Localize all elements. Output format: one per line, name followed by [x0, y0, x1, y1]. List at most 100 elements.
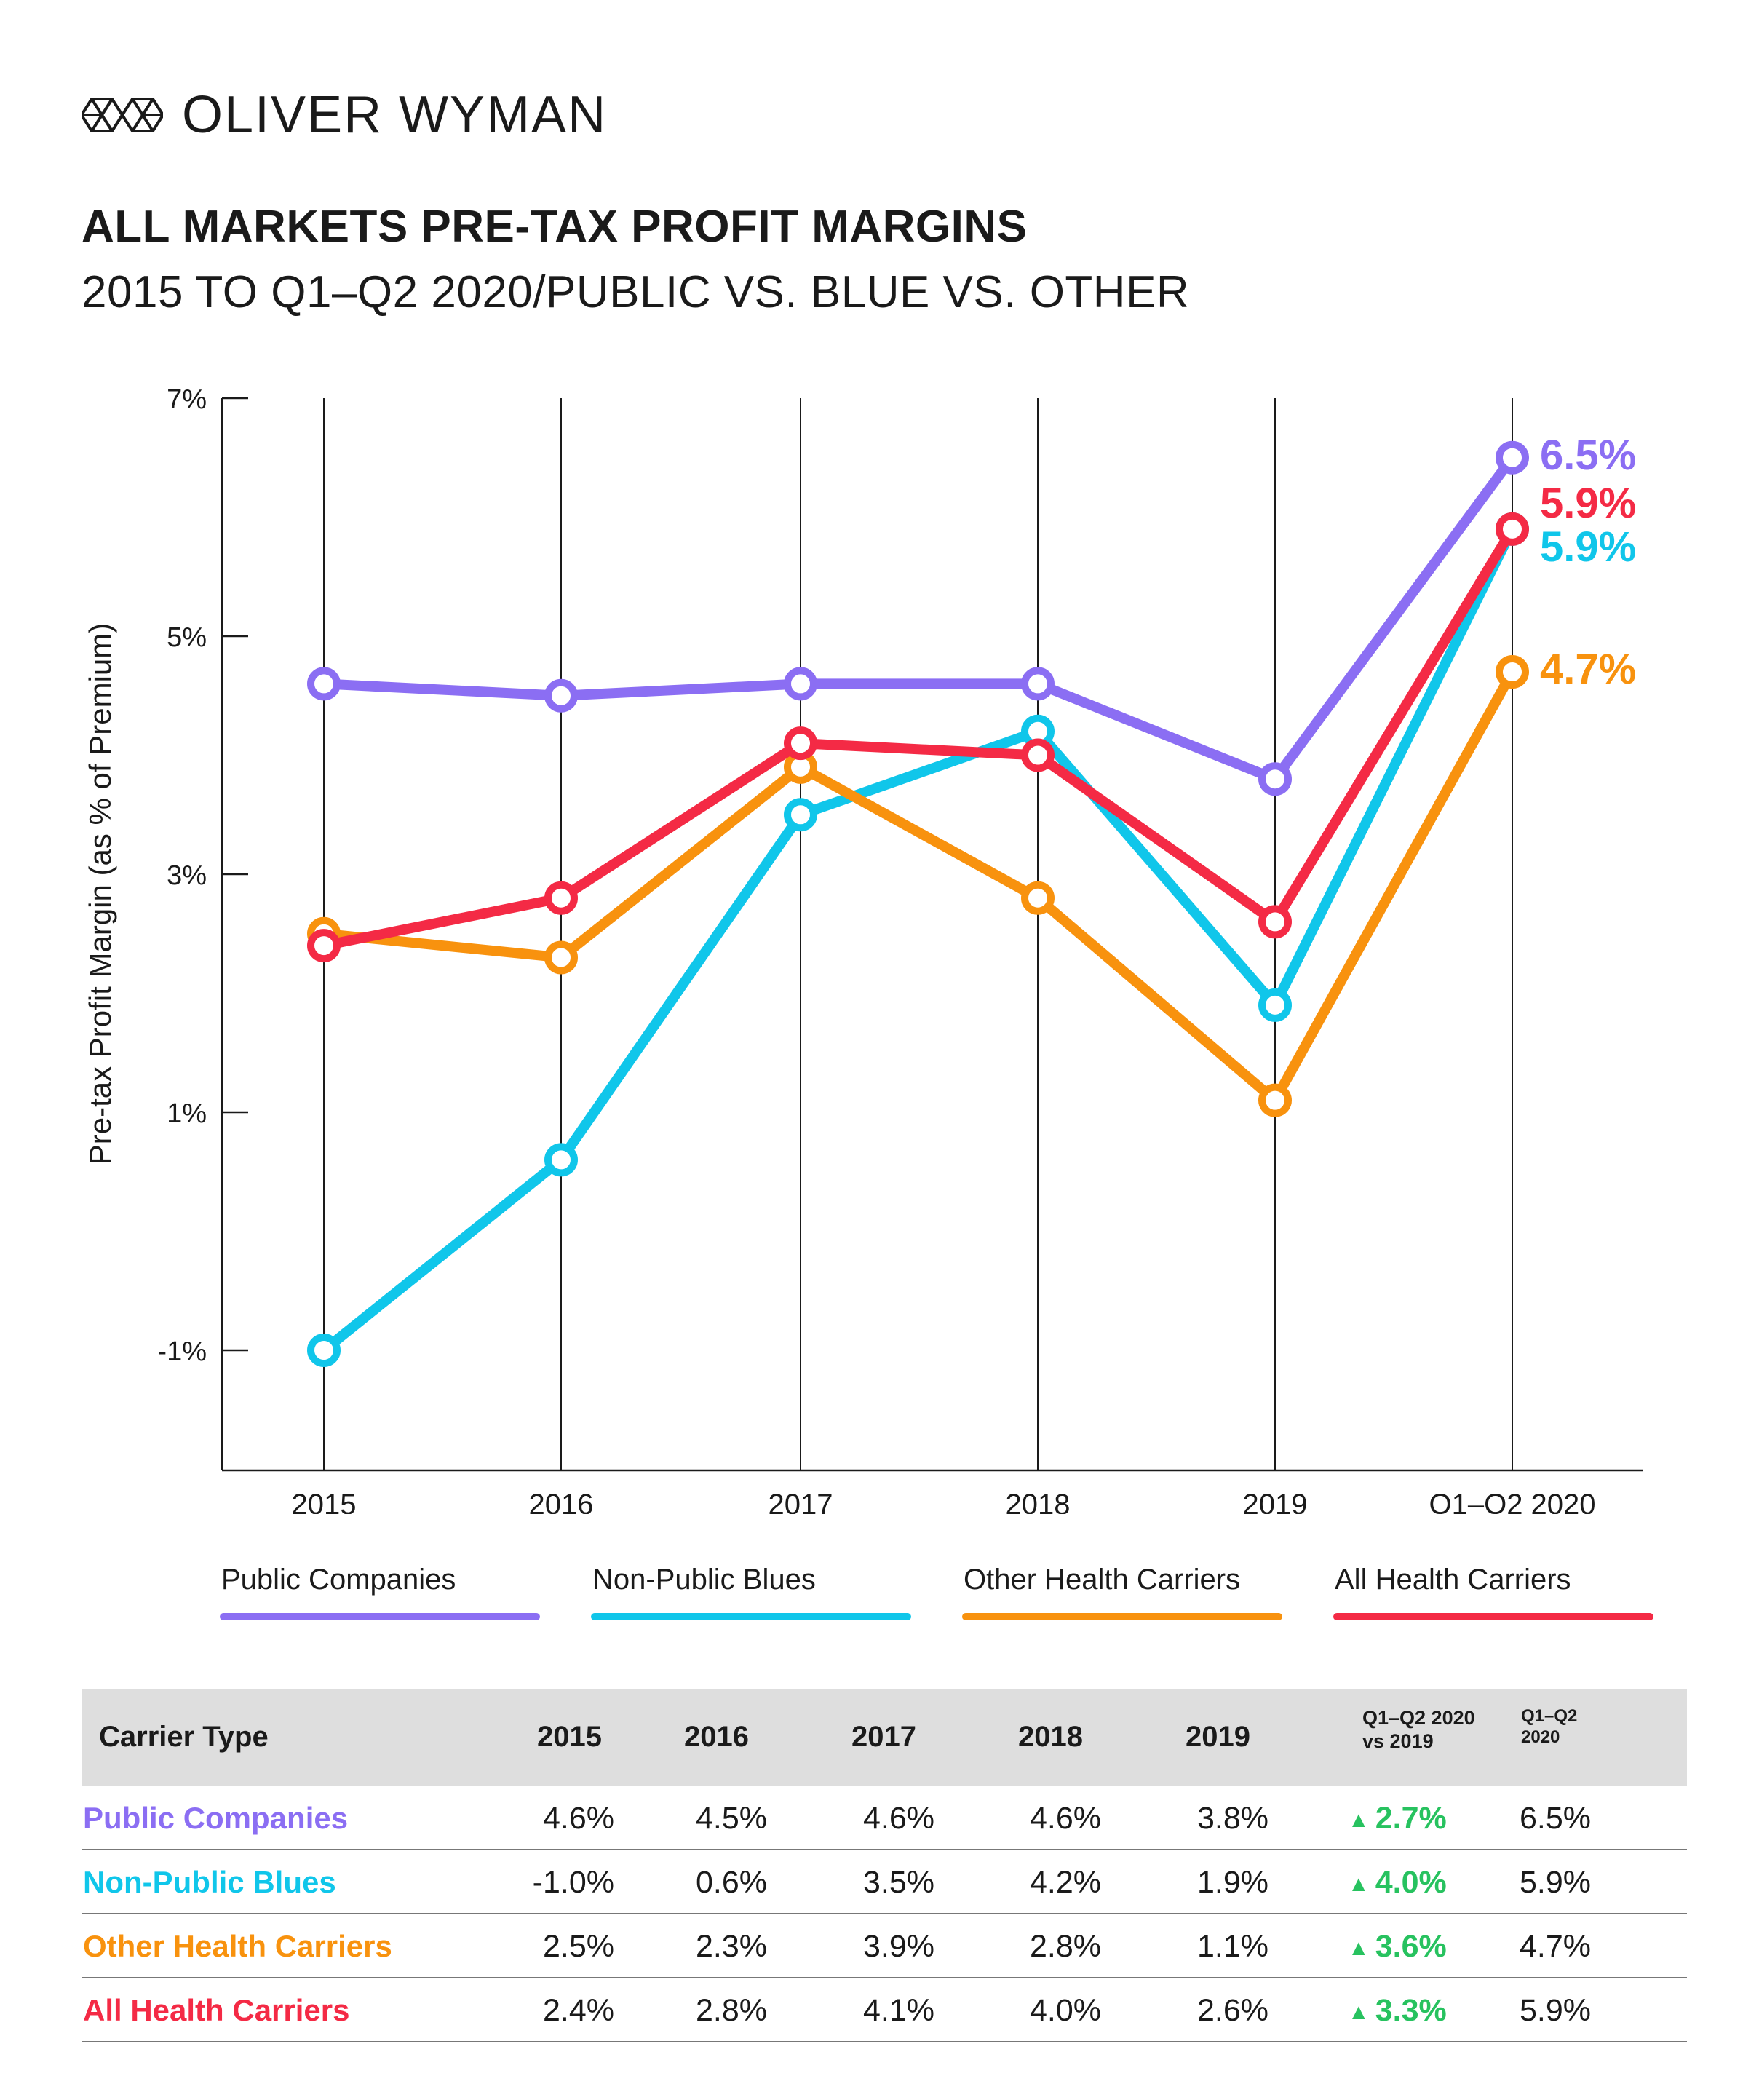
cell-2015: -1.0%	[532, 1865, 614, 1900]
cell-2019: 1.9%	[1196, 1865, 1268, 1900]
page-title: ALL MARKETS PRE-TAX PROFIT MARGINS	[82, 202, 1028, 252]
row-name: Public Companies	[83, 1801, 349, 1835]
series-line	[319, 667, 1517, 1106]
cell-2019: 3.8%	[1196, 1801, 1268, 1836]
x-tick-label: 2016	[529, 1489, 594, 1514]
cell-2016: 2.3%	[695, 1929, 767, 1964]
y-tick-label: 7%	[167, 384, 207, 415]
cell-2015: 2.5%	[542, 1929, 614, 1964]
data-point	[784, 667, 817, 701]
cell-h1-2020: 5.9%	[1520, 1865, 1592, 1900]
up-triangle-icon: ▲	[1348, 1935, 1370, 1960]
end-value-label: 5.9%	[1540, 480, 1636, 527]
cell-2015: 2.4%	[542, 1993, 614, 2028]
cell-change: ▲ 3.3%	[1348, 1993, 1447, 2029]
x-tick-label: 2015	[292, 1489, 357, 1514]
series-line	[319, 452, 1517, 785]
chart-legend: Public Companies Non-Public Blues Other …	[0, 1565, 1759, 1631]
data-point	[1021, 738, 1055, 772]
cell-2016: 0.6%	[695, 1865, 767, 1900]
change-value: 2.7%	[1375, 1801, 1447, 1836]
legend-item-other: Other Health Carriers	[962, 1565, 1282, 1620]
legend-swatch	[1333, 1613, 1653, 1620]
brand-name: OLIVER WYMAN	[182, 86, 608, 144]
header-h1-2020: Q1–Q2 2020	[1521, 1706, 1577, 1748]
page-subtitle: 2015 TO Q1–Q2 2020/PUBLIC VS. BLUE VS. O…	[82, 267, 1190, 317]
header-carrier-type: Carrier Type	[99, 1721, 269, 1753]
table-header: Carrier Type 2015 2016 2017 2018 2019 Q1…	[82, 1689, 1687, 1786]
x-tick-label: 2017	[769, 1489, 833, 1514]
legend-label: All Health Carriers	[1335, 1564, 1571, 1596]
data-table: Carrier Type 2015 2016 2017 2018 2019 Q1…	[82, 1689, 1687, 2042]
data-point	[307, 667, 341, 701]
legend-item-blues: Non-Public Blues	[591, 1565, 911, 1620]
legend-label: Other Health Carriers	[964, 1564, 1241, 1596]
oliver-wyman-logo-icon	[82, 98, 163, 132]
cell-h1-2020: 4.7%	[1520, 1929, 1592, 1964]
cell-2016: 2.8%	[695, 1993, 767, 2028]
up-triangle-icon: ▲	[1348, 1871, 1370, 1896]
data-point	[1021, 667, 1055, 701]
data-point	[1496, 512, 1529, 546]
series-line	[319, 523, 1517, 1355]
header-2015: 2015	[537, 1721, 602, 1753]
header-2016: 2016	[684, 1721, 749, 1753]
x-tick-label: Q1–Q2 2020	[1429, 1489, 1595, 1514]
change-value: 4.0%	[1375, 1865, 1447, 1900]
data-point	[1258, 762, 1292, 796]
up-triangle-icon: ▲	[1348, 2000, 1370, 2024]
end-value-label: 4.7%	[1540, 646, 1636, 693]
row-name: Non-Public Blues	[83, 1865, 336, 1899]
legend-swatch	[220, 1613, 540, 1620]
line-chart: 7% 5% 3% 1% -1% 2015 2016 2017 2018 2019 Q1–Q2 202…	[83, 384, 1643, 1514]
x-tick-label: 2018	[1006, 1489, 1071, 1514]
data-point	[544, 881, 578, 915]
cell-2018: 4.0%	[1029, 1993, 1101, 2028]
table-row: Other Health Carriers 2.5% 2.3% 3.9% 2.8…	[82, 1914, 1687, 1978]
data-point	[1258, 988, 1292, 1022]
data-point	[1021, 881, 1055, 915]
legend-swatch	[591, 1613, 911, 1620]
change-value: 3.3%	[1375, 1993, 1447, 2028]
up-triangle-icon: ▲	[1348, 1807, 1370, 1832]
cell-2019: 2.6%	[1196, 1993, 1268, 2028]
cell-2016: 4.5%	[695, 1801, 767, 1836]
header-h1-line1: Q1–Q2	[1521, 1706, 1578, 1726]
y-tick-label: -1%	[157, 1336, 207, 1367]
change-value: 3.6%	[1375, 1929, 1447, 1964]
y-tick-label: 5%	[167, 622, 207, 653]
cell-2015: 4.6%	[542, 1801, 614, 1836]
data-point	[307, 929, 341, 963]
y-tick-label: 1%	[167, 1098, 207, 1129]
cell-2017: 4.1%	[862, 1993, 934, 2028]
header-2017: 2017	[851, 1721, 916, 1753]
series-line	[319, 523, 1517, 951]
cell-2017: 3.9%	[862, 1929, 934, 1964]
data-point	[1496, 655, 1529, 689]
header-2019: 2019	[1186, 1721, 1250, 1753]
cell-2018: 4.2%	[1029, 1865, 1101, 1900]
header-change: Q1–Q2 2020 vs 2019	[1362, 1706, 1475, 1754]
table-row: Non-Public Blues -1.0% 0.6% 3.5% 4.2% 1.…	[82, 1850, 1687, 1914]
row-name: Other Health Carriers	[83, 1929, 392, 1963]
cell-2018: 4.6%	[1029, 1801, 1101, 1836]
row-name: All Health Carriers	[83, 1993, 350, 2027]
header-2018: 2018	[1018, 1721, 1083, 1753]
data-point	[784, 726, 817, 761]
cell-change: ▲ 2.7%	[1348, 1801, 1447, 1836]
brand: OLIVER WYMAN	[82, 86, 607, 144]
cell-h1-2020: 6.5%	[1520, 1801, 1592, 1836]
data-point	[544, 1143, 578, 1177]
end-value-label: 6.5%	[1540, 432, 1636, 479]
cell-change: ▲ 3.6%	[1348, 1929, 1447, 1965]
table-row: All Health Carriers 2.4% 2.8% 4.1% 4.0% …	[82, 1978, 1687, 2042]
data-point	[544, 678, 578, 713]
legend-item-all: All Health Carriers	[1333, 1565, 1653, 1620]
y-tick-label: 3%	[167, 860, 207, 891]
table-row: Public Companies 4.6% 4.5% 4.6% 4.6% 3.8…	[82, 1786, 1687, 1850]
data-point	[1496, 440, 1529, 475]
legend-swatch	[962, 1613, 1282, 1620]
data-point	[1258, 905, 1292, 939]
legend-label: Non-Public Blues	[592, 1564, 816, 1596]
cell-2017: 3.5%	[862, 1865, 934, 1900]
